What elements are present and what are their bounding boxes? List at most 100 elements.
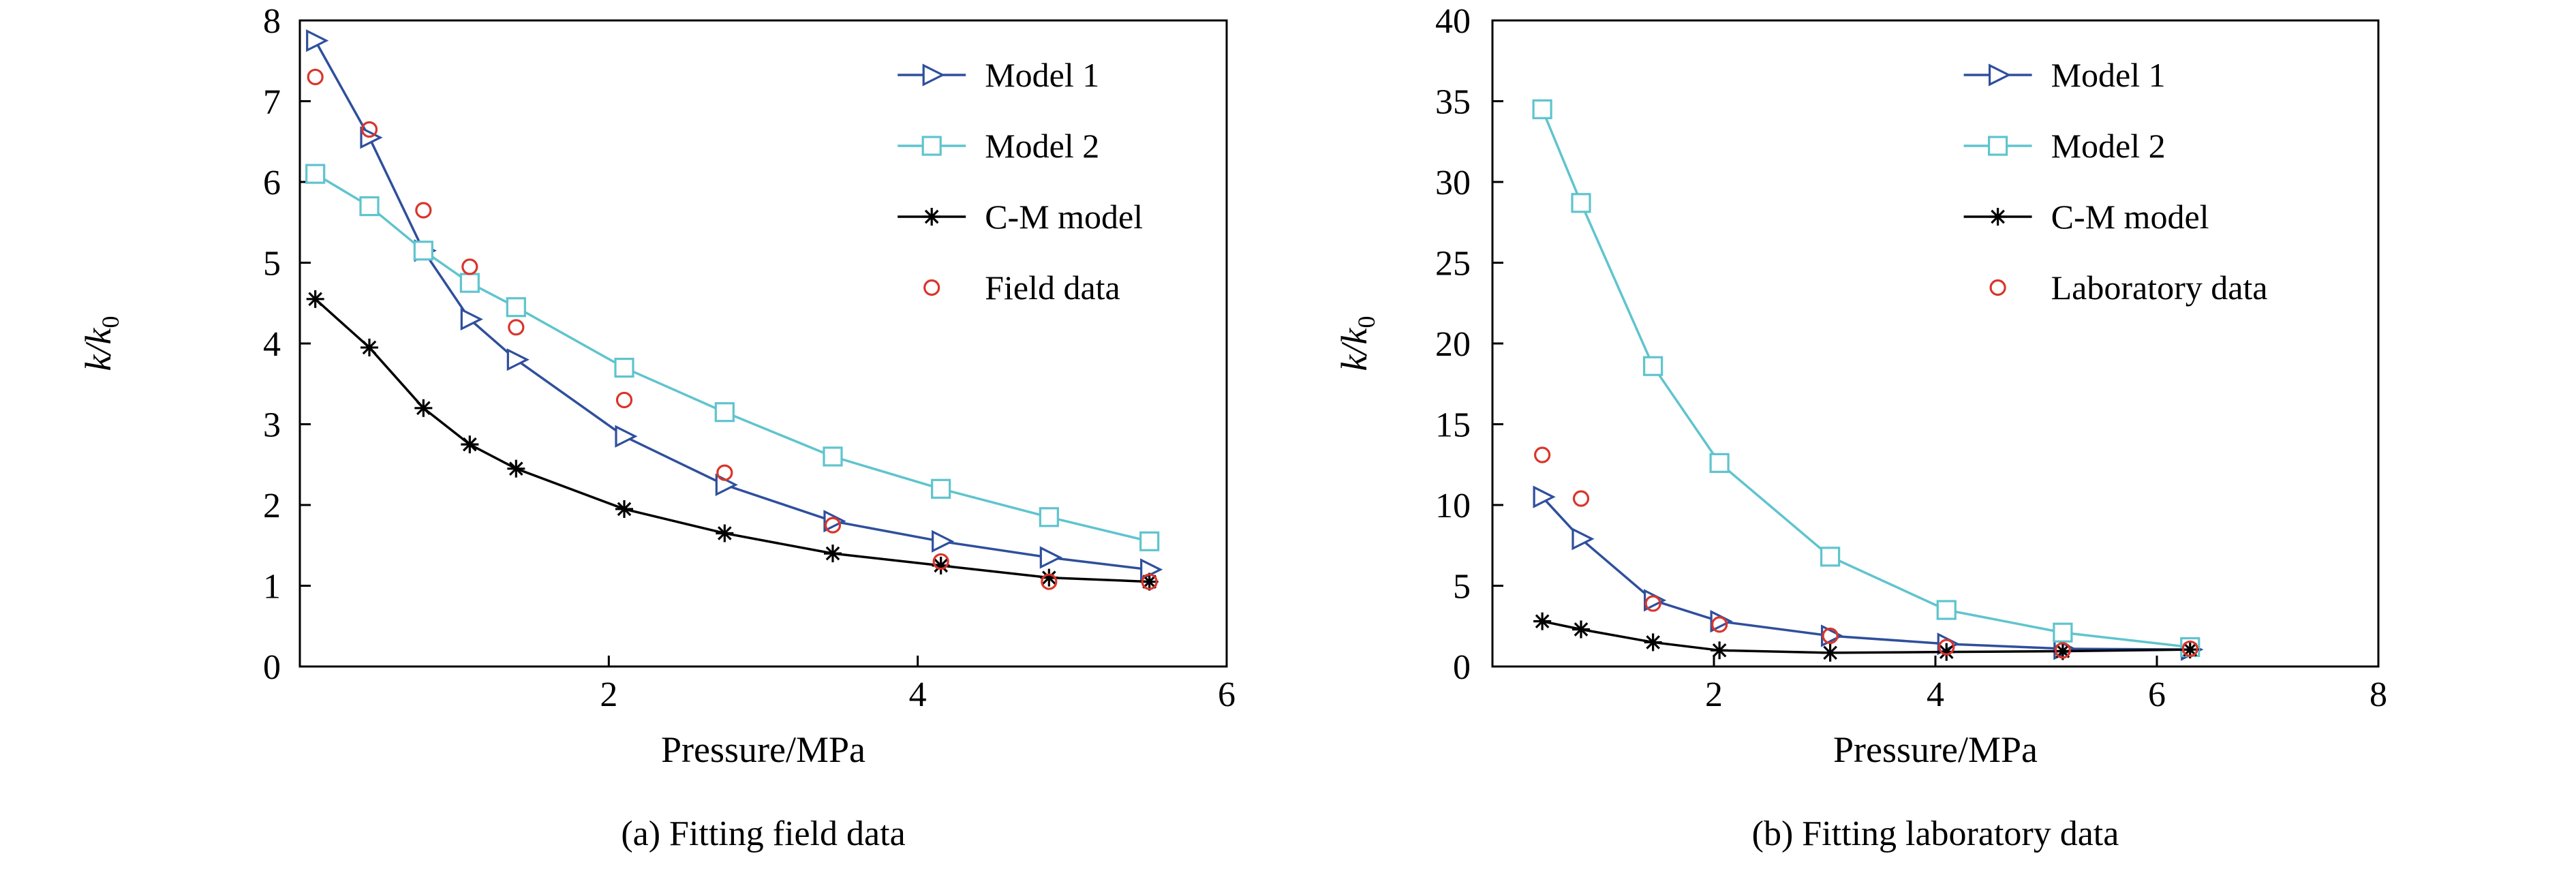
marker-asterisk-icon <box>1989 208 2007 226</box>
marker-square-icon <box>1643 356 1663 376</box>
marker-circle-icon <box>1534 446 1551 463</box>
legend-item-c-m-model: C-M model <box>1963 198 2209 236</box>
y-tick-label: 4 <box>263 325 281 364</box>
marker-square-icon <box>614 357 634 378</box>
chart-panel-b: 0 5 10 15 20 25 30 35 40 2 4 6 8 Pressure/MPa k/k0 Mode… <box>1334 2 2387 853</box>
series-laboratory-data <box>1534 446 2198 659</box>
marker-asterisk-icon <box>1711 641 1729 660</box>
marker-square-icon <box>305 164 326 184</box>
figure-b-fitting-laboratory-data: 0 5 10 15 20 25 30 35 40 2 4 6 8 Pressure/MPa k/k0 Mode… <box>1288 0 2576 870</box>
marker-square-icon <box>1709 453 1730 473</box>
marker-triangle-right-icon <box>932 530 955 553</box>
marker-circle-icon <box>1989 279 2006 296</box>
marker-circle-icon <box>1822 627 1839 645</box>
marker-square-icon <box>2053 622 2073 643</box>
marker-square-icon <box>459 273 480 293</box>
marker-square-icon <box>1139 531 1160 551</box>
y-tick-label: 0 <box>1453 648 1471 687</box>
marker-square-icon <box>506 297 526 318</box>
marker-square-icon <box>931 478 951 499</box>
marker-square-icon <box>1936 600 1957 620</box>
series-model-1 <box>306 29 1163 581</box>
plot-border <box>1491 19 2380 668</box>
y-tick-label: 15 <box>1435 406 1471 445</box>
series-model-2 <box>305 164 1160 551</box>
marker-circle-icon <box>461 258 478 275</box>
y-tick-label: 7 <box>263 83 281 122</box>
series-line <box>1541 495 2190 651</box>
marker-circle-icon <box>1141 573 1158 590</box>
y-tick-label: 5 <box>263 245 281 284</box>
y-axis-label: k/k0 <box>78 316 124 371</box>
plot-border <box>298 19 1228 668</box>
marker-asterisk-icon <box>615 500 633 518</box>
marker-square-icon <box>823 446 843 467</box>
marker-triangle-right-icon <box>1571 527 1595 551</box>
marker-circle-icon <box>824 517 842 534</box>
marker-triangle-right-icon <box>460 307 483 331</box>
y-tick-label: 1 <box>263 568 281 607</box>
marker-circle-icon <box>361 121 378 138</box>
marker-asterisk-icon <box>361 338 378 356</box>
y-tick-label: 0 <box>263 648 281 687</box>
marker-circle-icon <box>1041 573 1058 590</box>
x-tick-label: 8 <box>2370 675 2387 714</box>
legend-label: C-M model <box>985 198 1143 236</box>
marker-square-icon <box>1987 136 2008 156</box>
x-tick-label: 2 <box>600 675 617 714</box>
figure-caption: (b) Fitting laboratory data <box>1752 814 2119 853</box>
y-tick-label: 30 <box>1435 164 1471 202</box>
series-model-2 <box>1532 99 2201 658</box>
marker-square-icon <box>413 241 433 261</box>
legend-item-laboratory-data: Laboratory data <box>1989 269 2268 307</box>
marker-asterisk-icon <box>1572 620 1590 639</box>
legend-label: Model 2 <box>985 127 1099 165</box>
legend-item-model-2: Model 2 <box>898 127 1099 165</box>
y-tick-label: 8 <box>263 2 281 41</box>
marker-circle-icon <box>615 391 633 409</box>
y-tick-label: 20 <box>1435 325 1471 364</box>
series-c-m-model <box>306 290 1159 591</box>
marker-triangle-right-icon <box>1989 63 2012 87</box>
y-tick-label: 6 <box>263 164 281 202</box>
series-line <box>1542 619 2190 654</box>
x-tick-label: 2 <box>1705 675 1723 714</box>
x-tick-label: 6 <box>1218 675 1236 714</box>
marker-asterisk-icon <box>923 208 941 226</box>
x-axis-label: Pressure/MPa <box>661 729 865 770</box>
x-tick-label: 4 <box>909 675 927 714</box>
marker-square-icon <box>1532 99 1552 119</box>
legend-label: Model 1 <box>985 56 1099 94</box>
marker-circle-icon <box>508 319 525 336</box>
marker-circle-icon <box>716 464 733 481</box>
marker-asterisk-icon <box>306 290 324 308</box>
figure-a-fitting-field-data: 0 1 2 3 4 5 6 7 8 2 4 6 Pressure/MPa k/k0 Model 1 Model… <box>0 0 1288 870</box>
marker-square-icon <box>921 136 942 156</box>
marker-circle-icon <box>1938 639 1955 656</box>
marker-triangle-right-icon <box>1039 546 1062 569</box>
legend-item-model-2: Model 2 <box>1963 127 2166 165</box>
marker-circle-icon <box>1572 490 1590 507</box>
marker-circle-icon <box>1711 616 1728 633</box>
marker-square-icon <box>1039 507 1059 527</box>
legend-label: Field data <box>985 269 1120 307</box>
marker-circle-icon <box>2181 640 2198 658</box>
marker-triangle-right-icon <box>823 510 846 533</box>
marker-asterisk-icon <box>824 545 842 563</box>
marker-triangle-right-icon <box>615 425 638 448</box>
marker-asterisk-icon <box>1821 643 1839 662</box>
marker-circle-icon <box>307 68 324 86</box>
legend-item-model-1: Model 1 <box>1963 56 2166 94</box>
marker-square-icon <box>1820 547 1841 567</box>
y-tick-label: 5 <box>1453 568 1471 607</box>
marker-square-icon <box>1571 193 1591 213</box>
y-tick-label: 3 <box>263 406 281 445</box>
x-axis-label: Pressure/MPa <box>1833 729 2038 770</box>
marker-asterisk-icon <box>1533 612 1552 630</box>
legend-label: Model 1 <box>2051 56 2166 94</box>
y-tick-label: 40 <box>1435 2 1471 41</box>
marker-square-icon <box>714 402 735 423</box>
marker-circle-icon <box>1644 595 1661 612</box>
marker-asterisk-icon <box>414 399 433 417</box>
